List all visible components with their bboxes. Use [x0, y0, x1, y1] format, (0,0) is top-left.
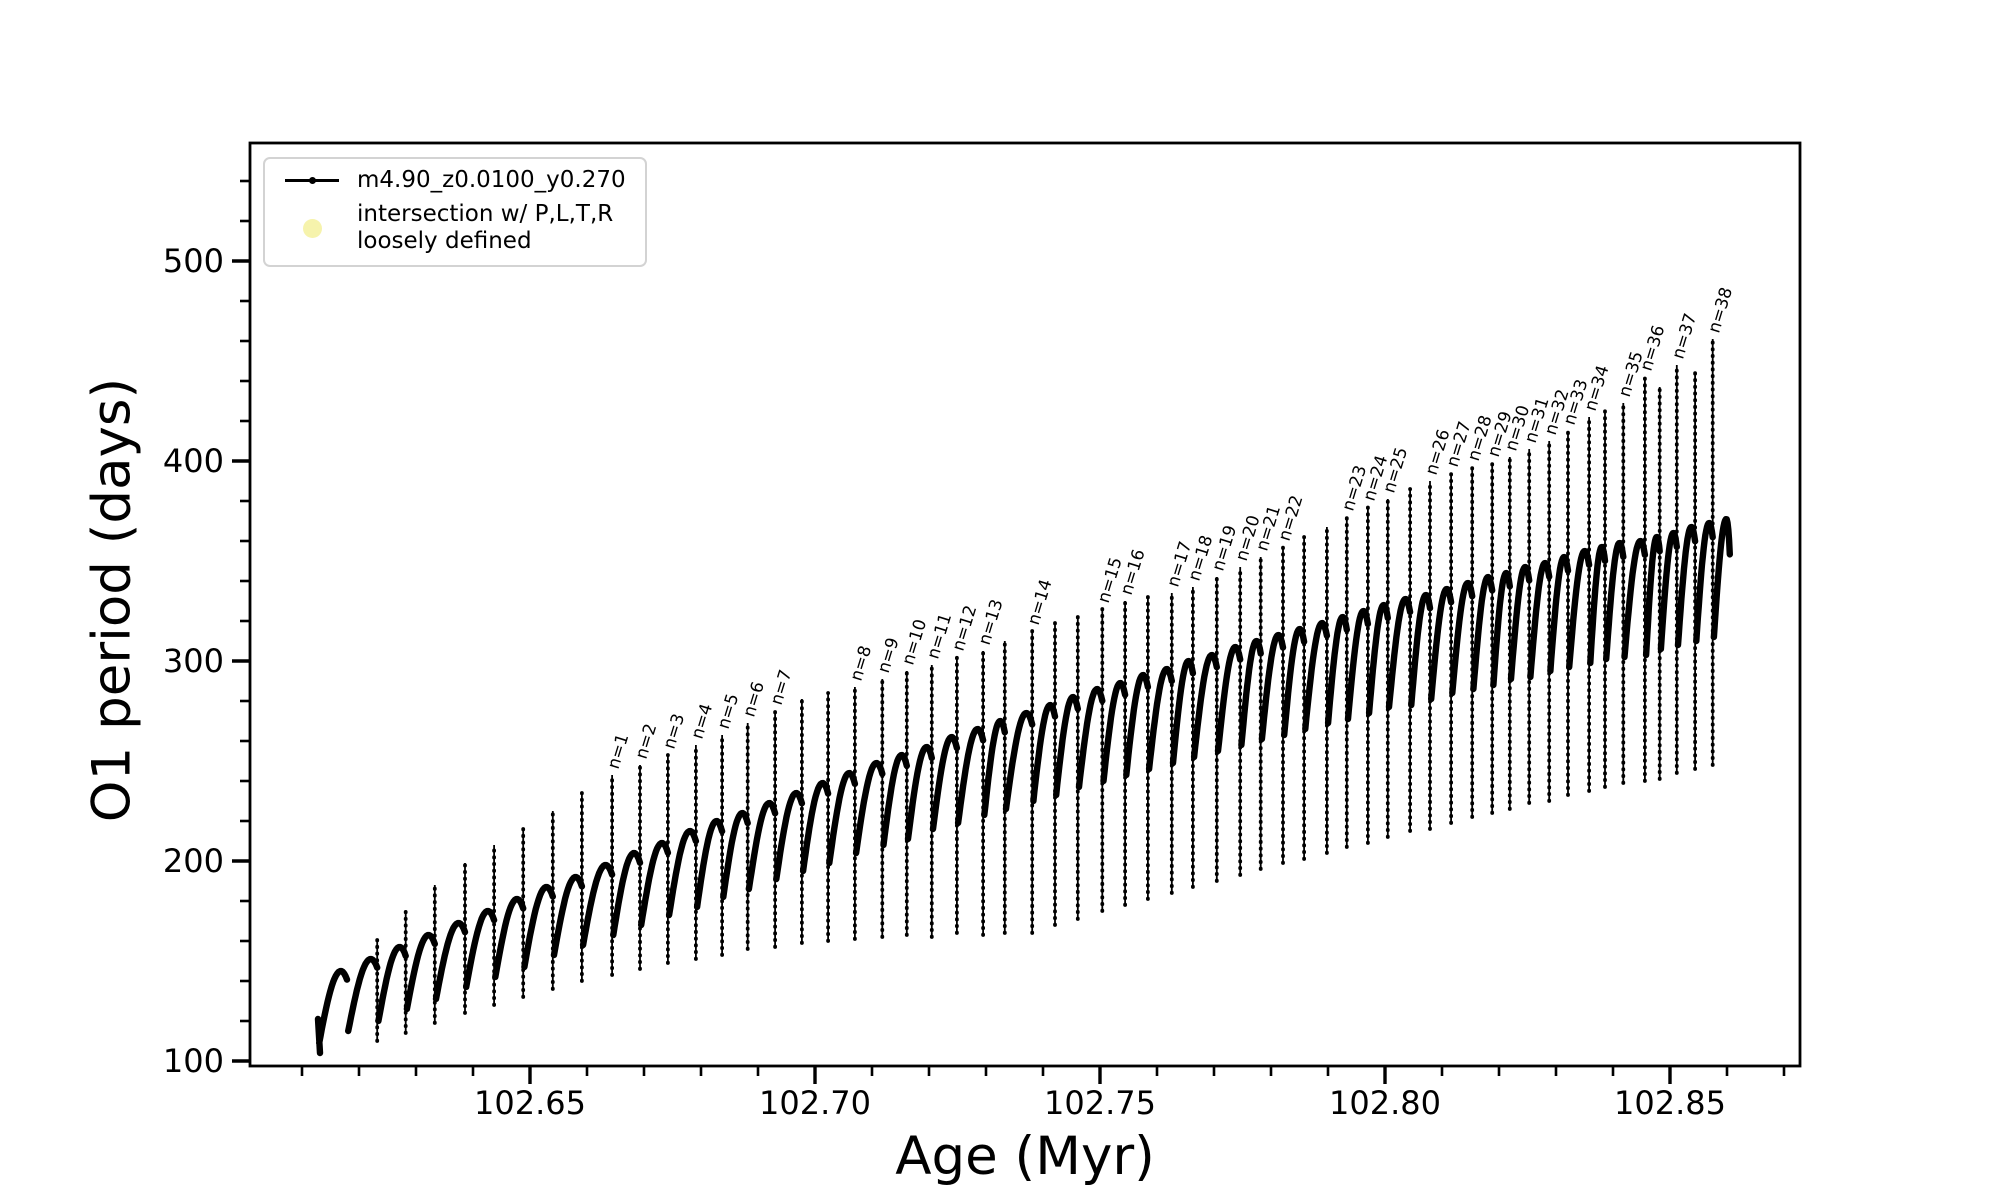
y-tick-label: 200 — [163, 842, 224, 880]
y-tick-label: 400 — [163, 442, 224, 480]
spike-label: n=9 — [874, 635, 904, 675]
spike-label: n=10 — [898, 617, 931, 667]
spike-label: n=36 — [1637, 323, 1670, 373]
spike-label: n=34 — [1581, 363, 1614, 413]
spike-label: n=1 — [604, 731, 634, 771]
series-curve — [314, 516, 1733, 1057]
x-tick-label: 102.80 — [1329, 1084, 1441, 1122]
spike-label: n=7 — [767, 667, 797, 707]
x-axis-title: Age (Myr) — [895, 1126, 1155, 1187]
line-with-dot-icon — [277, 177, 347, 184]
spike-label: n=16 — [1117, 547, 1150, 597]
y-axis-title: O1 period (days) — [81, 377, 143, 823]
x-tick-label: 102.85 — [1614, 1084, 1726, 1122]
spike-label: n=13 — [975, 597, 1008, 647]
plot-frame — [248, 141, 1802, 1068]
x-tick-label: 102.65 — [474, 1084, 586, 1122]
spike-label: n=22 — [1275, 493, 1308, 543]
x-tick-label: 102.75 — [1044, 1084, 1156, 1122]
legend: m4.90_z0.0100_y0.270 intersection w/ P,L… — [263, 157, 647, 267]
legend-label-intersection: intersection w/ P,L,T,R loosely defined — [357, 201, 614, 254]
spike-label: n=14 — [1024, 577, 1057, 627]
spike-label: n=4 — [688, 701, 718, 741]
legend-entry-intersection: intersection w/ P,L,T,R loosely defined — [277, 201, 631, 255]
legend-label-series: m4.90_z0.0100_y0.270 — [357, 167, 626, 193]
spike-label: n=8 — [847, 643, 877, 683]
spike-label: n=6 — [739, 679, 769, 719]
spike-label: n=37 — [1668, 311, 1701, 361]
spike-label: n=2 — [632, 721, 662, 761]
spike-label: n=25 — [1379, 445, 1412, 495]
y-tick-label: 500 — [163, 242, 224, 280]
y-tick-label: 100 — [163, 1042, 224, 1080]
circle-marker-icon — [277, 218, 347, 238]
spike-label: n=3 — [660, 711, 690, 751]
spike-label: n=12 — [949, 603, 982, 653]
series-spike-markers — [375, 337, 1715, 1043]
spike-label: n=38 — [1704, 285, 1737, 335]
spike-label: n=5 — [714, 691, 744, 731]
legend-entry-series: m4.90_z0.0100_y0.270 — [277, 167, 631, 194]
x-tick-label: 102.70 — [759, 1084, 871, 1122]
y-tick-label: 300 — [163, 642, 224, 680]
